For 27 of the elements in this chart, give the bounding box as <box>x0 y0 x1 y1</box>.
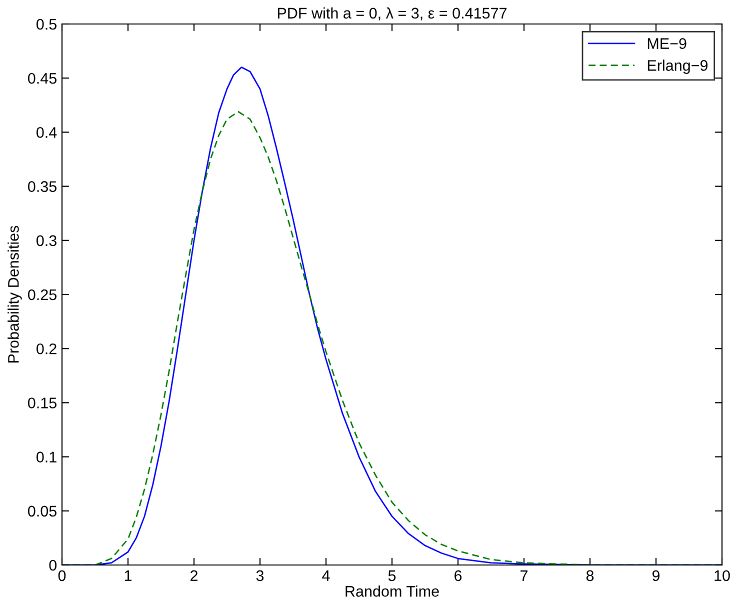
y-tick-label: 0.2 <box>36 343 56 354</box>
x-tick-label: 1 <box>124 570 132 581</box>
x-tick-label: 7 <box>520 570 528 581</box>
y-tick-label: 0.5 <box>36 18 56 30</box>
y-tick-label: 0.25 <box>28 289 56 300</box>
x-tick-label: 0 <box>58 570 66 582</box>
x-tick-label: 6 <box>454 570 462 582</box>
chart-title: PDF with a = 0, λ = 3, ε = 0.41577 <box>278 7 507 20</box>
legend-label: ME−9 <box>648 38 686 49</box>
y-tick-label: 0.05 <box>28 506 56 517</box>
y-tick-label: 0.4 <box>36 127 57 138</box>
x-axis-title: Random Time <box>346 585 439 597</box>
y-axis-title: Probability Densities <box>8 226 22 362</box>
y-tick-label: 0.1 <box>36 452 56 462</box>
y-tick-label: 0.3 <box>36 235 56 246</box>
y-tick-label: 0.15 <box>28 398 56 408</box>
x-tick-label: 4 <box>322 570 330 581</box>
y-tick-label: 0.35 <box>28 181 56 192</box>
x-tick-label: 10 <box>714 570 730 582</box>
y-tick-label: 0 <box>49 560 57 571</box>
x-tick-label: 2 <box>190 570 198 581</box>
x-tick-label: 3 <box>256 570 264 582</box>
x-tick-label: 5 <box>388 570 396 582</box>
y-tick-label: 0.45 <box>28 72 56 84</box>
x-tick-label: 8 <box>586 570 594 582</box>
legend-label: Erlang−9 <box>648 60 708 74</box>
x-tick-label: 9 <box>652 570 660 582</box>
